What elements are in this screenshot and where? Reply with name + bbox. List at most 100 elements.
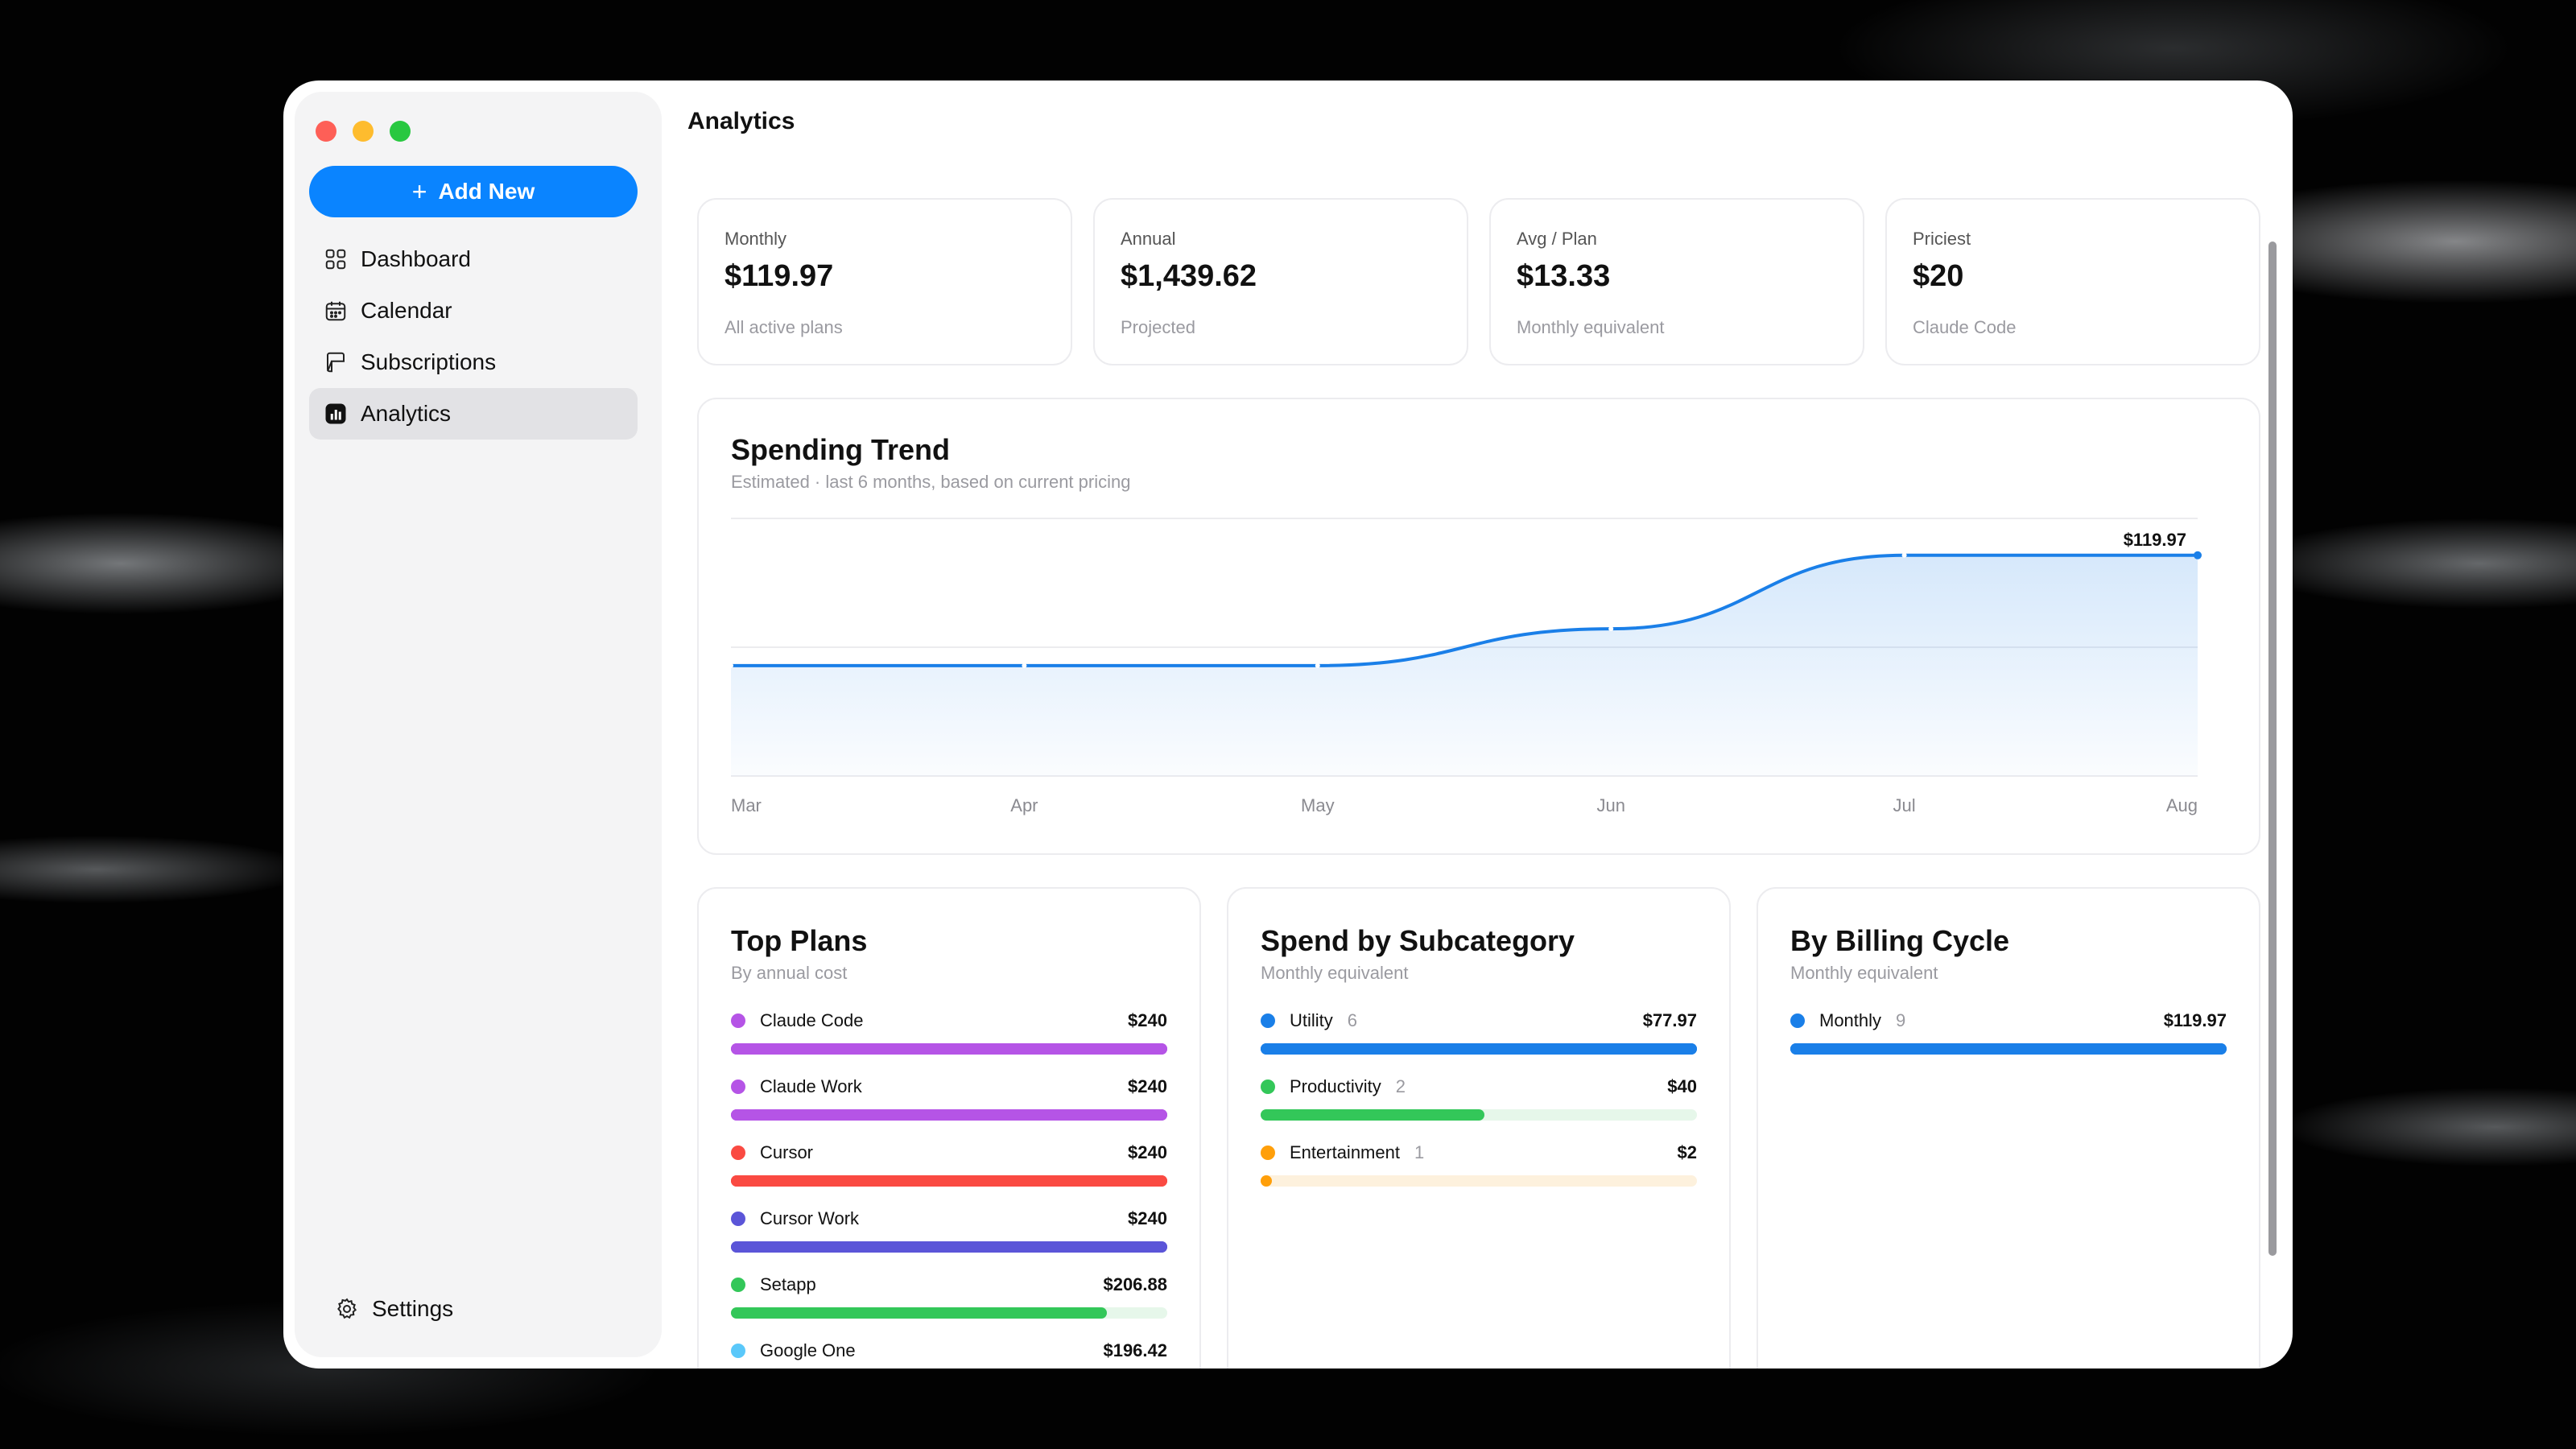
sidebar-item-label: Analytics [361, 401, 452, 426]
color-dot [731, 1146, 745, 1160]
sidebar-item-dashboard[interactable]: Dashboard [309, 233, 638, 285]
row-name: Setapp [760, 1274, 816, 1294]
color-dot [731, 1344, 745, 1358]
zoom-window-button[interactable] [390, 121, 411, 142]
row-header: Utility 6 $77.97 [1261, 1008, 1697, 1034]
stat-label: Avg / Plan [1517, 229, 1597, 249]
x-tick-label: Aug [2166, 795, 2198, 815]
card-title: By Billing Cycle [1790, 924, 2010, 957]
row-value: $196.42 [1103, 1340, 1167, 1360]
stat-sub: All active plans [724, 317, 843, 337]
stat-label: Priciest [1913, 229, 1971, 249]
stat-label: Annual [1121, 229, 1176, 249]
row-value: $2 [1677, 1142, 1697, 1162]
color-dot [731, 1212, 745, 1226]
stat-card-annual: Annual $1,439.62 Projected [1093, 198, 1468, 365]
color-dot [1790, 1013, 1805, 1028]
bar-fill [1261, 1175, 1273, 1187]
row-value: $119.97 [2163, 1010, 2227, 1030]
card-subtitle: By annual cost [731, 963, 848, 983]
bar-fill [731, 1109, 1167, 1121]
row-header: Entertainment 1 $2 [1261, 1140, 1697, 1166]
row-name: Cursor Work [760, 1208, 860, 1228]
color-dot [1261, 1013, 1275, 1028]
bar-track [731, 1241, 1167, 1253]
trend-area [731, 555, 2198, 776]
billing-cycle-list: Monthly 9 $119.97 [1790, 1008, 2227, 1074]
bar-fill [1261, 1109, 1485, 1121]
bar-fill [1261, 1043, 1697, 1055]
stat-value: $20 [1913, 259, 1964, 293]
stat-value: $1,439.62 [1121, 259, 1257, 293]
settings-label: Settings [372, 1296, 454, 1321]
color-dot [731, 1013, 745, 1028]
settings-button[interactable]: Settings [335, 1296, 453, 1322]
vertical-scrollbar[interactable] [2268, 242, 2277, 1256]
list-item: Utility 6 $77.97 [1261, 1008, 1697, 1074]
row-header: Cursor $240 [731, 1140, 1167, 1166]
row-count: 6 [1347, 1010, 1358, 1030]
card-subtitle: Estimated · last 6 months, based on curr… [731, 472, 1131, 492]
row-value: $240 [1128, 1010, 1167, 1030]
row-value: $77.97 [1642, 1010, 1697, 1030]
window-title: Analytics [687, 108, 795, 134]
trend-point[interactable] [1901, 552, 1907, 558]
color-dot [1261, 1146, 1275, 1160]
spending-trend-card: Spending Trend Estimated · last 6 months… [697, 398, 2260, 855]
list-item: Setapp $206.88 [731, 1272, 1167, 1338]
row-header: Claude Code $240 [731, 1008, 1167, 1034]
row-name: Google One [760, 1340, 856, 1360]
trend-point[interactable] [2194, 551, 2202, 559]
trend-point[interactable] [1022, 663, 1027, 668]
stat-card-avg-plan: Avg / Plan $13.33 Monthly equivalent [1489, 198, 1864, 365]
card-subtitle: Monthly equivalent [1790, 963, 1938, 983]
row-value: $40 [1667, 1076, 1697, 1096]
sidebar-item-analytics[interactable]: Analytics [309, 388, 638, 440]
subcategory-card: Spend by Subcategory Monthly equivalent … [1227, 887, 1731, 1368]
minimize-window-button[interactable] [353, 121, 374, 142]
row-name: Entertainment [1290, 1142, 1400, 1162]
row-value: $240 [1128, 1208, 1167, 1228]
row-name: Claude Work [760, 1076, 862, 1096]
stat-value: $119.97 [724, 259, 834, 293]
spending-trend-chart: $119.97 Mar Apr May Jun Jul Aug [729, 518, 2202, 815]
row-name: Claude Code [760, 1010, 864, 1030]
x-tick-label: Apr [1010, 795, 1038, 815]
row-count: 2 [1395, 1076, 1406, 1096]
list-item: Google One $196.42 [731, 1338, 1167, 1368]
stat-sub: Claude Code [1913, 317, 2017, 337]
bar-fill [731, 1043, 1167, 1055]
bar-track [731, 1175, 1167, 1187]
row-value: $240 [1128, 1076, 1167, 1096]
add-new-button[interactable]: + Add New [309, 166, 638, 217]
row-value: $206.88 [1103, 1274, 1167, 1294]
billing-cycle-card: By Billing Cycle Monthly equivalent Mont… [1757, 887, 2260, 1368]
row-value: $240 [1128, 1142, 1167, 1162]
bar-track [731, 1307, 1167, 1319]
bar-fill [731, 1307, 1108, 1319]
list-item: Entertainment 1 $2 [1261, 1140, 1697, 1206]
sidebar-item-calendar[interactable]: Calendar [309, 285, 638, 336]
trend-line [731, 553, 2198, 667]
row-name: Monthly [1819, 1010, 1882, 1030]
card-subtitle: Monthly equivalent [1261, 963, 1409, 983]
row-name: Utility [1290, 1010, 1333, 1030]
close-window-button[interactable] [316, 121, 336, 142]
top-plans-card: Top Plans By annual cost Claude Code $24… [697, 887, 1201, 1368]
card-title: Spending Trend [731, 433, 951, 466]
list-item: Claude Work $240 [731, 1074, 1167, 1140]
top-plans-list: Claude Code $240 Claude Work $240 Cursor [731, 1008, 1167, 1368]
color-dot [731, 1278, 745, 1292]
analytics-icon [325, 403, 346, 424]
trend-point[interactable] [729, 663, 733, 668]
row-header: Productivity 2 $40 [1261, 1074, 1697, 1100]
list-item: Cursor $240 [731, 1140, 1167, 1206]
trend-point[interactable] [1315, 663, 1320, 668]
sidebar-nav: Dashboard Calendar Subscriptions [309, 233, 638, 440]
x-tick-label: Jun [1596, 795, 1624, 815]
trend-point[interactable] [1608, 626, 1614, 632]
row-count: 9 [1896, 1010, 1906, 1030]
sidebar-item-subscriptions[interactable]: Subscriptions [309, 336, 638, 388]
stat-label: Monthly [724, 229, 787, 249]
page-title-wrap: Analytics [687, 108, 795, 135]
